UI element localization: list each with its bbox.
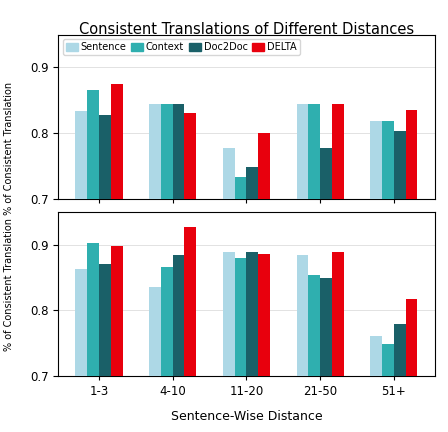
Bar [320, 278, 332, 432]
Bar [223, 252, 235, 432]
Bar [382, 344, 394, 432]
Bar [111, 246, 123, 432]
Text: Sentence-Wise Distance: Sentence-Wise Distance [171, 410, 322, 423]
Bar [149, 104, 161, 432]
Bar [172, 104, 185, 432]
Bar [87, 90, 99, 432]
Bar [172, 255, 185, 432]
Bar [308, 104, 320, 432]
Text: % of Consistent Translation % of Consistent Translation: % of Consistent Translation % of Consist… [4, 82, 14, 350]
Bar [161, 267, 172, 432]
Bar [246, 252, 258, 432]
Bar [258, 254, 270, 432]
Bar [297, 104, 308, 432]
Text: Consistent Translations of Different Distances: Consistent Translations of Different Dis… [79, 22, 414, 37]
Bar [297, 255, 308, 432]
Bar [235, 258, 246, 432]
Bar [382, 121, 394, 432]
Bar [320, 147, 332, 432]
Bar [99, 264, 111, 432]
Bar [75, 270, 87, 432]
Bar [405, 299, 418, 432]
Bar [258, 133, 270, 432]
Bar [223, 147, 235, 432]
Bar [87, 242, 99, 432]
Bar [394, 131, 405, 432]
Bar [405, 110, 418, 432]
Bar [75, 111, 87, 432]
Bar [332, 104, 344, 432]
Bar [332, 252, 344, 432]
Bar [185, 227, 196, 432]
Bar [370, 337, 382, 432]
Bar [185, 113, 196, 432]
Bar [370, 121, 382, 432]
Bar [99, 114, 111, 432]
Bar [235, 177, 246, 432]
Bar [149, 286, 161, 432]
Bar [246, 167, 258, 432]
Legend: Sentence, Context, Doc2Doc, DELTA: Sentence, Context, Doc2Doc, DELTA [63, 39, 300, 55]
Bar [111, 84, 123, 432]
Bar [161, 104, 172, 432]
Bar [394, 324, 405, 432]
Bar [308, 275, 320, 432]
